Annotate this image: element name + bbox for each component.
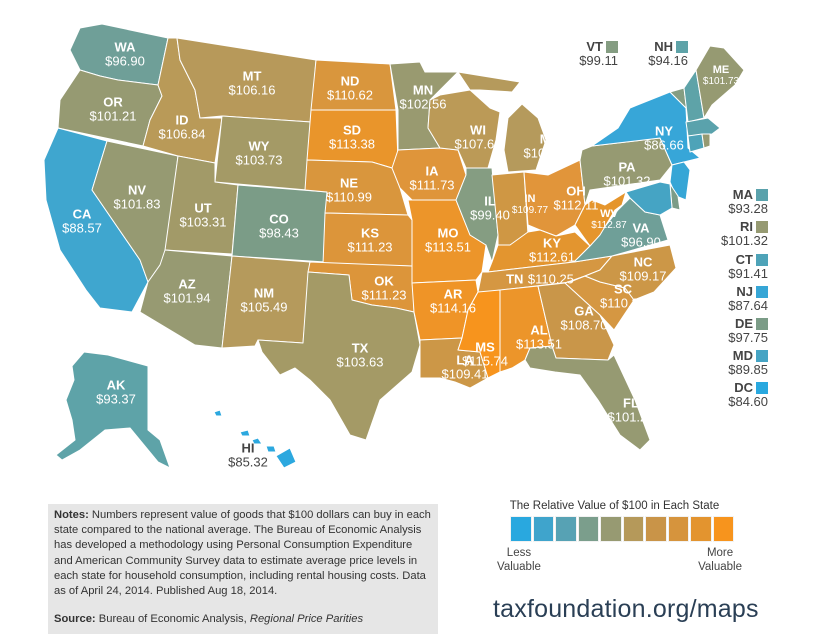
legend-swatch	[667, 516, 689, 542]
state-TX[interactable]	[257, 271, 421, 441]
legend-swatch	[690, 516, 712, 542]
legend-swatch	[577, 516, 599, 542]
state-NM[interactable]	[221, 255, 311, 349]
state-shapes	[43, 23, 745, 469]
legend-swatch	[600, 516, 622, 542]
swatch-MA	[756, 188, 768, 201]
key-MA: MA $93.28	[728, 187, 768, 216]
key-VT: VT $99.11	[579, 39, 618, 68]
state-FL[interactable]	[524, 345, 651, 451]
notes-box: Notes: Numbers represent value of goods …	[48, 504, 438, 634]
legend-swatch	[510, 516, 532, 542]
swatch-MD	[756, 349, 768, 362]
state-RI[interactable]	[701, 133, 711, 149]
state-AK[interactable]	[55, 351, 171, 469]
key-MD: MD $89.85	[728, 348, 768, 377]
swatch-RI	[756, 220, 768, 233]
legend-swatch	[622, 516, 644, 542]
state-ND[interactable]	[310, 59, 397, 111]
swatch-VT	[606, 40, 618, 53]
state-ME[interactable]	[695, 45, 745, 119]
state-KS[interactable]	[322, 212, 413, 267]
swatch-DC	[756, 381, 768, 394]
swatch-NJ	[756, 285, 768, 298]
key-RI: RI $101.32	[721, 219, 768, 248]
legend-swatch	[532, 516, 554, 542]
key-CT: CT $91.41	[728, 252, 768, 281]
state-NY[interactable]	[591, 91, 701, 166]
state-MI[interactable]	[457, 71, 547, 173]
key-DC: DC $84.60	[728, 380, 768, 409]
legend-swatch	[645, 516, 667, 542]
legend-swatch	[555, 516, 577, 542]
legend-swatch	[712, 516, 734, 542]
state-MD[interactable]	[625, 181, 673, 216]
legend-high-label: More Valuable	[698, 547, 742, 573]
state-NC[interactable]	[569, 244, 677, 301]
state-IA[interactable]	[391, 147, 467, 201]
notes-text: Notes: Numbers represent value of goods …	[54, 509, 431, 598]
state-KY[interactable]	[487, 229, 591, 273]
key-NH: NH $94.16	[648, 39, 688, 68]
website-url[interactable]: taxfoundation.org/maps	[493, 595, 759, 623]
key-DE: DE $97.75	[728, 316, 768, 345]
state-HI[interactable]	[213, 409, 297, 469]
state-CO[interactable]	[231, 184, 328, 263]
color-scale-legend: The Relative Value of $100 in Each State…	[497, 500, 742, 574]
state-SD[interactable]	[306, 109, 399, 169]
legend-end-labels: Less Valuable More Valuable	[497, 546, 742, 574]
key-NJ: NJ $87.64	[728, 284, 768, 313]
state-WY[interactable]	[214, 115, 312, 191]
state-CT[interactable]	[687, 133, 705, 153]
state-MA[interactable]	[685, 117, 721, 137]
swatch-DE	[756, 317, 768, 330]
us-choropleth-map: WA $96.90 OR $101.21 CA $88.57 NV $101.83 ID…	[43, 23, 768, 469]
swatch-CT	[756, 253, 768, 266]
swatch-NH	[676, 40, 688, 53]
legend-low-label: Less Valuable	[497, 547, 541, 573]
state-NJ[interactable]	[669, 161, 691, 201]
source-text: Source: Bureau of Economic Analysis, Reg…	[54, 613, 364, 626]
legend-color-bar	[510, 516, 742, 542]
state-WV[interactable]	[574, 191, 627, 247]
legend-title: The Relative Value of $100 in Each State	[509, 500, 720, 512]
